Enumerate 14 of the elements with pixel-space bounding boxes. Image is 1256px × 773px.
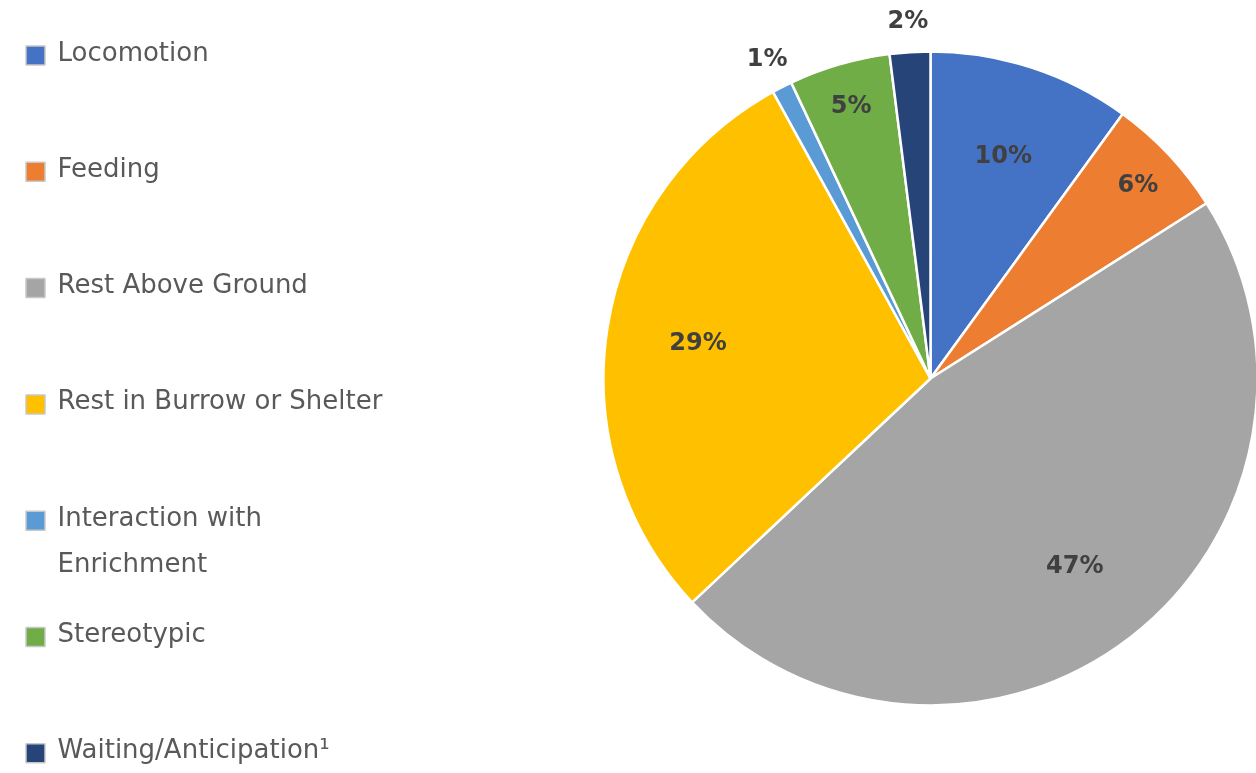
legend-label: Stereotypic	[57, 618, 206, 648]
legend-label: Feeding	[57, 152, 160, 183]
data-label: 1%	[746, 44, 788, 72]
data-label: 6%	[1117, 169, 1159, 198]
data-label: 2%	[887, 5, 929, 34]
data-label: 10%	[974, 140, 1032, 169]
data-label: 5%	[830, 91, 872, 120]
data-label: 47%	[1046, 550, 1104, 579]
legend-label: Waiting/Anticipation¹	[57, 734, 330, 765]
legend-label: Locomotion	[57, 36, 209, 67]
legend-label: Rest Above Ground	[57, 269, 308, 300]
legend-label: Interaction with Enrichment	[57, 501, 262, 579]
legend-label: Rest in Burrow or Shelter	[57, 385, 383, 416]
data-label: 29%	[669, 327, 727, 356]
